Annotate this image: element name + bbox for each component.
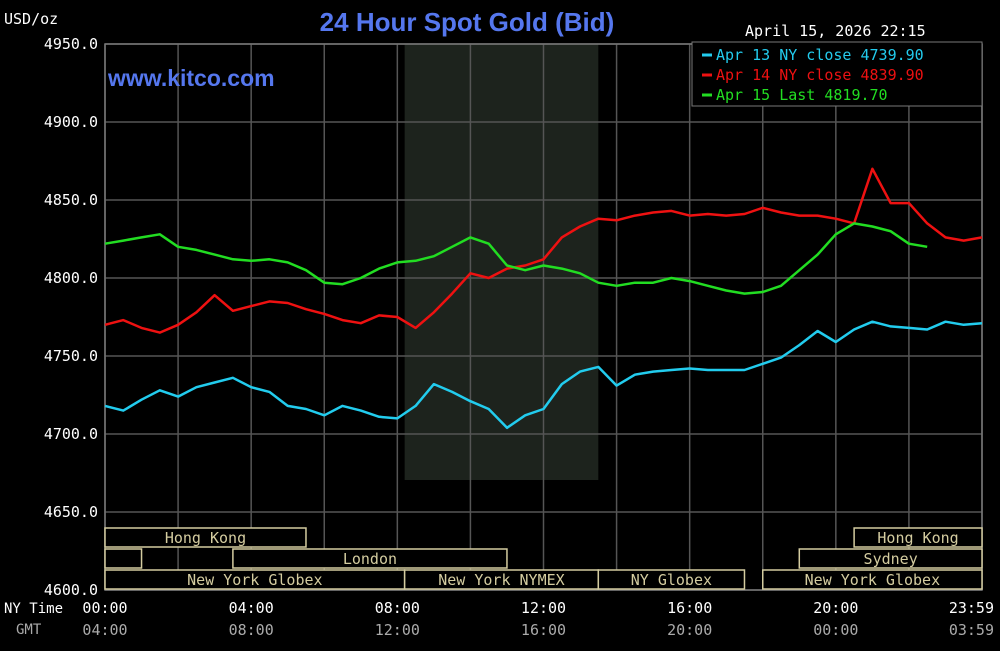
chart-timestamp: April 15, 2026 22:15 xyxy=(745,22,926,40)
gmt-row-label: GMT xyxy=(16,622,42,638)
x-tick-label-ny: 04:00 xyxy=(229,599,274,617)
session-label: London xyxy=(343,550,397,568)
y-tick-label: 4750.0 xyxy=(44,347,98,365)
session-band xyxy=(762,569,983,590)
session-label: Hong Kong xyxy=(877,529,958,547)
x-tick-label-ny: 20:00 xyxy=(813,599,858,617)
session-band xyxy=(853,527,983,548)
legend: Apr 13 NY close 4739.90 Apr 14 NY close 4… xyxy=(691,41,983,107)
session-band xyxy=(798,548,983,569)
legend-label: Apr 14 NY close 4839.90 xyxy=(716,66,924,84)
x-tick-label-ny: 12:00 xyxy=(521,599,566,617)
y-tick-label: 4950.0 xyxy=(44,35,98,53)
x-tick-label-gmt: 20:00 xyxy=(667,621,712,639)
y-tick-label: 4850.0 xyxy=(44,191,98,209)
nymex-session-shade xyxy=(404,44,599,480)
y-tick-label: 4600.0 xyxy=(44,581,98,599)
session-label: New York NYMEX xyxy=(438,571,564,589)
x-tick-label-gmt: 04:00 xyxy=(82,621,127,639)
x-tick-label-gmt: 12:00 xyxy=(375,621,420,639)
x-tick-label-gmt: 16:00 xyxy=(521,621,566,639)
y-tick-label: 4650.0 xyxy=(44,503,98,521)
ny-time-row-label: NY Time xyxy=(4,601,63,617)
session-band xyxy=(597,569,746,590)
x-tick-label-ny: 16:00 xyxy=(667,599,712,617)
x-tick-label-gmt: 08:00 xyxy=(229,621,274,639)
session-label: Sydney xyxy=(864,550,918,568)
website-watermark: www.kitco.com xyxy=(107,65,275,91)
series-line-0 xyxy=(104,320,983,430)
y-tick-label: 4800.0 xyxy=(44,269,98,287)
x-axis-labels: NY Time GMT 00:00 04:00 04:00 08:00 08:00 12:00… xyxy=(4,599,994,639)
session-label: Hong Kong xyxy=(165,529,246,547)
x-tick-label-gmt: 00:00 xyxy=(813,621,858,639)
legend-label: Apr 15 Last 4819.70 xyxy=(716,86,888,104)
session-label: New York Globex xyxy=(805,571,940,589)
y-tick-label: 4700.0 xyxy=(44,425,98,443)
x-tick-label-ny: 23:59 xyxy=(949,599,994,617)
legend-box xyxy=(691,41,983,107)
x-tick-label-gmt: 03:59 xyxy=(949,621,994,639)
legend-label: Apr 13 NY close 4739.90 xyxy=(716,46,924,64)
chart-grid xyxy=(104,43,983,591)
market-sessions: Hong Kong Hong Kong London Sydney New York G… xyxy=(104,527,983,590)
price-series xyxy=(104,167,983,430)
y-axis-labels: 4950.0 4900.0 4850.0 4800.0 4750.0 4700.0 4650… xyxy=(44,35,98,599)
y-tick-label: 4900.0 xyxy=(44,113,98,131)
series-line-1 xyxy=(104,167,983,334)
y-axis-unit-label: USD/oz xyxy=(4,10,58,28)
session-label: NY Globex xyxy=(631,571,712,589)
x-tick-label-ny: 08:00 xyxy=(375,599,420,617)
session-band xyxy=(104,548,143,569)
chart-title: 24 Hour Spot Gold (Bid) xyxy=(320,7,615,37)
x-tick-label-ny: 00:00 xyxy=(82,599,127,617)
session-band xyxy=(232,548,508,569)
session-label: New York Globex xyxy=(187,571,322,589)
session-band xyxy=(104,527,307,548)
plot-frame xyxy=(104,43,983,591)
nymex-shade-rect xyxy=(404,44,599,480)
series-line-2 xyxy=(104,222,928,295)
